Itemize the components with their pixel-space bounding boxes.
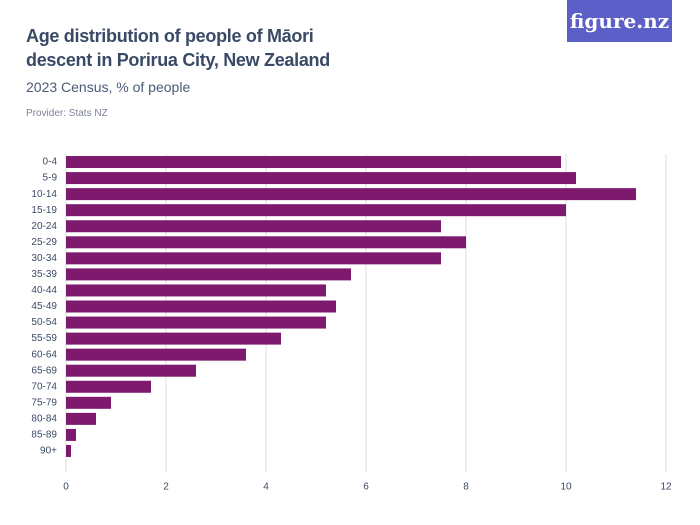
y-tick-label: 30-34 [31,253,57,264]
bar [66,268,351,281]
y-tick-label: 20-24 [31,221,57,232]
y-tick-label: 0-4 [43,157,58,168]
provider: Provider: Stats NZ [26,108,108,119]
bar [66,172,576,185]
y-tick-label: 50-54 [31,317,57,328]
bar [66,332,281,345]
y-tick-label: 70-74 [31,381,57,392]
y-tick-label: 25-29 [31,237,57,248]
x-tick-label: 6 [363,482,369,493]
logo[interactable]: figure.nz [567,0,672,42]
bar [66,364,196,377]
bar [66,204,566,217]
y-tick-label: 80-84 [31,414,57,425]
y-tick-label: 5-9 [43,173,58,184]
y-tick-label: 40-44 [31,285,57,296]
y-tick-label: 15-19 [31,205,57,216]
bar [66,428,76,441]
x-tick-label: 12 [660,482,672,493]
bar [66,284,326,297]
x-tick-label: 4 [263,482,269,493]
chart-title: Age distribution of people of Māori desc… [26,26,330,70]
y-tick-label: 85-89 [31,430,57,441]
y-tick-label: 55-59 [31,333,57,344]
chart-subtitle: 2023 Census, % of people [26,79,191,95]
bar [66,188,636,201]
y-tick-label: 35-39 [31,269,57,280]
y-tick-label: 45-49 [31,301,57,312]
bar [66,348,246,361]
bar [66,300,336,313]
x-tick-label: 8 [463,482,469,493]
bar [66,316,326,329]
bar [66,396,111,409]
bar [66,380,151,393]
bar [66,412,96,425]
y-tick-label: 75-79 [31,397,57,408]
bar [66,444,71,457]
bar [66,220,441,233]
bar [66,252,441,265]
y-tick-label: 90+ [40,446,57,457]
y-tick-label: 60-64 [31,349,57,360]
x-tick-label: 0 [63,482,69,493]
x-tick-label: 10 [560,482,572,493]
bar [66,156,561,169]
x-tick-label: 2 [163,482,169,493]
bar [66,236,466,249]
y-tick-label: 65-69 [31,365,57,376]
y-tick-label: 10-14 [31,189,57,200]
